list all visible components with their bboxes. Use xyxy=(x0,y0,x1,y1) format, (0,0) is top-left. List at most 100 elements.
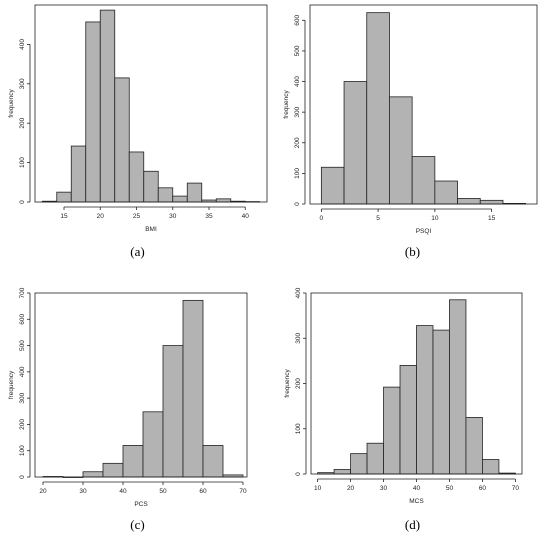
x-axis-title-b: PSQI xyxy=(416,228,432,235)
plot-frame-b xyxy=(309,4,538,205)
x-tick-label-c: 40 xyxy=(119,488,127,495)
y-tick-label-c: 200 xyxy=(19,419,26,430)
x-tick-label-b: 15 xyxy=(488,215,496,222)
histogram-b-bar xyxy=(479,199,504,205)
histogram-a-bar xyxy=(157,187,174,203)
histogram-b-bar xyxy=(389,96,413,205)
x-axis-title-a: BMI xyxy=(145,226,157,233)
plot-frame-d xyxy=(310,292,523,475)
x-tick-label-a: 15 xyxy=(60,213,68,220)
y-tick-label-c: 300 xyxy=(19,392,26,403)
y-tick-label-b: 300 xyxy=(294,106,301,117)
x-tick-label-c: 20 xyxy=(39,488,47,495)
y-tick-label-a: 400 xyxy=(19,39,26,50)
x-tick-label-d: 70 xyxy=(512,485,520,492)
x-tick-label-a: 30 xyxy=(169,213,177,220)
histogram-d-bar xyxy=(333,469,351,475)
histogram-a-bar xyxy=(114,77,130,203)
y-tick-label-d: 0 xyxy=(295,472,302,476)
y-tick-label-b: 500 xyxy=(294,45,301,56)
histogram-a-bar xyxy=(143,170,159,203)
histogram-a-bar xyxy=(172,195,188,203)
y-tick-label-d: 100 xyxy=(295,423,302,434)
x-tick-label-d: 40 xyxy=(413,485,421,492)
histogram-a-bar xyxy=(128,151,145,203)
x-tick-label-a: 25 xyxy=(133,213,141,220)
panel-label-b: (b) xyxy=(404,244,421,259)
histogram-b-bar xyxy=(320,166,345,205)
y-tick-label-c: 700 xyxy=(19,287,26,298)
y-tick-label-c: 0 xyxy=(19,475,26,479)
histogram-a-bar xyxy=(215,198,232,203)
histogram-panel-c: 20 30 40 50 60 70 0 100 200 300 400 500 600 700 PCS fre… xyxy=(0,268,275,536)
plot-frame-c xyxy=(34,292,248,478)
x-tick-label-d: 50 xyxy=(446,485,454,492)
x-tick-label-b: 5 xyxy=(376,215,380,222)
histogram-d-svg: 10 20 30 40 50 60 70 0 100 200 300 400 MCS frequency xyxy=(284,287,523,505)
y-tick-label-c: 600 xyxy=(19,313,26,324)
y-tick-label-d: 200 xyxy=(295,378,302,389)
x-axis-title-c: PCS xyxy=(134,501,148,508)
y-tick-label-c: 100 xyxy=(19,445,26,456)
x-tick-label-c: 50 xyxy=(159,488,167,495)
x-tick-label-d: 30 xyxy=(380,485,388,492)
x-tick-label-a: 20 xyxy=(97,213,105,220)
y-tick-label-c: 400 xyxy=(19,366,26,377)
x-tick-label-c: 70 xyxy=(239,488,247,495)
histogram-b-bar xyxy=(457,198,481,205)
histogram-d-bar xyxy=(482,459,500,475)
histogram-c-bar xyxy=(182,299,204,478)
panel-label-a: (a) xyxy=(130,244,145,259)
panel-label-d: (d) xyxy=(404,517,421,532)
histogram-c-svg: 20 30 40 50 60 700100200300400500600700PCSfre… xyxy=(8,287,248,508)
histogram-b-bar xyxy=(411,156,436,205)
plot-frame-a xyxy=(34,4,268,203)
y-tick-label-b: 600 xyxy=(294,15,301,26)
histogram-d-bar xyxy=(416,325,434,475)
y-tick-label-a: 200 xyxy=(19,117,26,128)
y-axis-title-c: frequency xyxy=(8,370,15,399)
histogram-d-bar xyxy=(449,299,467,475)
histogram-d-bar xyxy=(350,453,368,475)
y-tick-label-a: 0 xyxy=(19,200,26,204)
histogram-c-bar xyxy=(102,462,124,478)
x-tick-label-d: 60 xyxy=(479,485,487,492)
histogram-panel-b: 0 5 10 15 0 100 200 300 400 500 600 PSQI frequency (… xyxy=(275,0,550,268)
histogram-b-bar xyxy=(343,81,368,205)
y-axis-title-a: frequency xyxy=(8,88,15,117)
histogram-a-bar xyxy=(186,182,203,203)
panel-label-c: (c) xyxy=(130,517,145,532)
y-tick-label-b: 400 xyxy=(294,76,301,87)
histogram-d-bar xyxy=(366,442,384,475)
histogram-c-bar xyxy=(162,345,184,478)
y-tick-label-b: 200 xyxy=(294,137,301,148)
y-tick-label-a: 300 xyxy=(19,78,26,89)
histogram-c-bar xyxy=(82,471,104,478)
histogram-a-bar xyxy=(99,9,116,203)
x-tick-label-a: 35 xyxy=(205,213,213,220)
histogram-a-bar xyxy=(85,21,101,203)
histogram-a-bar xyxy=(70,145,87,203)
y-axis-title-d: frequency xyxy=(284,368,291,397)
histogram-b-bar xyxy=(434,180,458,205)
y-tick-label-b: 0 xyxy=(294,202,301,206)
histogram-d-bar xyxy=(383,386,401,475)
y-tick-label-a: 100 xyxy=(19,157,26,168)
histogram-b-svg: 0 5 10 15 0 100 200 300 400 500 600 PSQI frequency xyxy=(283,4,538,235)
y-tick-label-b: 100 xyxy=(294,168,301,179)
y-axis-title-b: frequency xyxy=(283,89,290,118)
x-axis-title-d: MCS xyxy=(409,498,424,505)
x-tick-label-a: 40 xyxy=(242,213,250,220)
y-tick-label-d: 300 xyxy=(295,332,302,343)
histogram-panel-a: 15 20 25 30 35 40 0 100 200 300 400 BMI frequency (a… xyxy=(0,0,275,268)
histogram-c-bar xyxy=(202,445,224,478)
histogram-d-bar xyxy=(465,417,483,475)
x-tick-label-d: 10 xyxy=(314,485,322,492)
y-tick-label-d: 400 xyxy=(295,287,302,298)
x-tick-label-d: 20 xyxy=(347,485,355,492)
histogram-c-bar xyxy=(142,411,164,478)
histogram-b-bar xyxy=(366,12,390,205)
histogram-c-bar xyxy=(122,445,144,478)
x-tick-label-c: 30 xyxy=(79,488,87,495)
